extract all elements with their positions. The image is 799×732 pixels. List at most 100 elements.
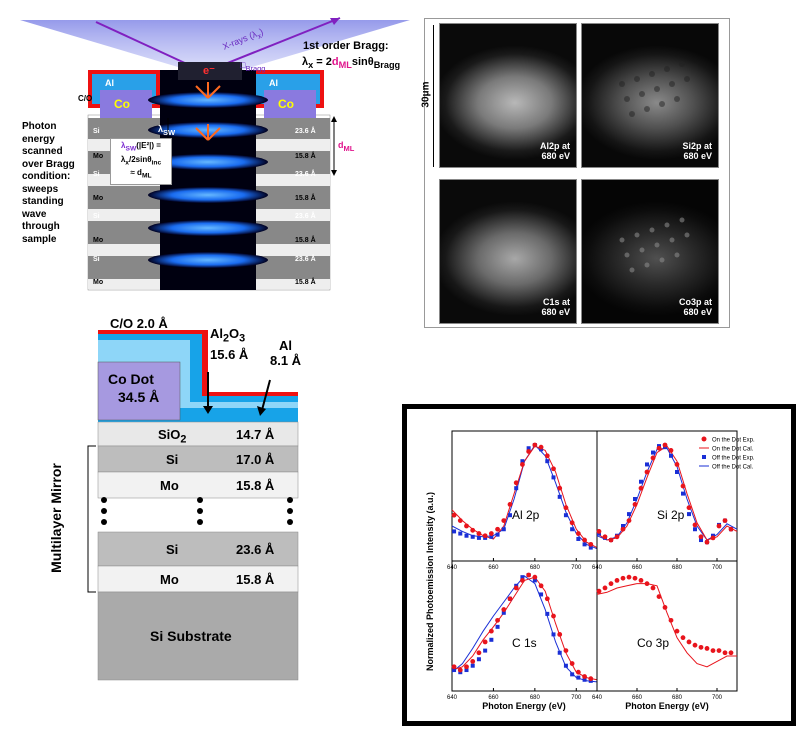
x-tick-label: 680	[672, 565, 683, 571]
on-dot-exp-point	[626, 518, 632, 523]
on-dot-exp-point	[698, 644, 704, 650]
legend-marker-off-exp	[702, 455, 706, 459]
on-dot-exp-point	[602, 585, 608, 591]
off-dot-exp-point	[570, 672, 575, 677]
off-dot-exp-point	[545, 611, 550, 616]
on-dot-exp-point	[488, 628, 494, 634]
subplot-label: Al 2p	[512, 508, 540, 522]
x-tick-label: 660	[632, 695, 643, 701]
on-dot-exp-point	[722, 650, 728, 656]
off-dot-exp-point	[458, 531, 463, 536]
on-dot-exp-point	[620, 575, 626, 581]
on-dot-exp-point	[614, 578, 620, 583]
on-dot-exp-point	[674, 462, 680, 467]
off-dot-exp-point	[699, 538, 703, 543]
subplot-label: Co 3p	[637, 636, 669, 650]
on-dot-exp-point	[686, 505, 692, 511]
si-name-1: Si	[166, 452, 179, 467]
off-dot-exp-point	[639, 479, 643, 484]
on-dot-exp-point	[596, 588, 602, 594]
xray-beam	[20, 20, 410, 78]
on-dot-exp-point	[488, 531, 494, 536]
on-dot-exp-point	[680, 483, 686, 489]
on-dot-exp-point	[507, 596, 513, 602]
on-dot-exp-point	[551, 466, 556, 472]
panel-c-structure: C/O 2.0 Å Al2O3 15.6 Å Al 8.1 Å Co Dot 3…	[40, 310, 320, 730]
on-dot-exp-point	[638, 578, 644, 583]
off-dot-exp-point	[489, 637, 494, 642]
off-dot-exp-point	[627, 512, 631, 517]
multilayer-mirror-label: Multilayer Mirror	[48, 463, 64, 573]
on-dot-exp-point	[451, 664, 457, 670]
on-dot-exp-point	[513, 585, 519, 591]
on-dot-cal-line	[596, 583, 737, 668]
x-tick-label: 660	[632, 565, 643, 571]
mo-thick-1: 15.8 Å	[236, 478, 275, 493]
on-dot-exp-point	[614, 534, 620, 540]
on-dot-exp-point	[544, 596, 550, 602]
on-dot-exp-point	[626, 574, 632, 580]
on-dot-exp-point	[551, 613, 556, 619]
on-dot-exp-point	[620, 526, 626, 532]
on-dot-exp-point	[451, 512, 457, 518]
off-dot-exp-point	[476, 657, 481, 662]
on-dot-exp-point	[588, 541, 594, 547]
panel-a-caption: Photon energy scanned over Bragg conditi…	[22, 121, 75, 245]
electron-label: e⁻	[203, 65, 215, 77]
off-dot-exp-point	[545, 459, 550, 464]
off-dot-exp-point	[645, 462, 649, 467]
off-dot-exp-point	[495, 532, 500, 537]
on-dot-exp-point	[674, 628, 680, 634]
on-dot-exp-point	[608, 581, 614, 587]
on-dot-exp-point	[569, 520, 575, 526]
on-dot-exp-point	[495, 526, 500, 532]
co-right	[264, 90, 316, 118]
al2o3-label: Al2O3 15.6 Å	[210, 326, 249, 362]
on-dot-exp-point	[722, 518, 728, 523]
on-dot-exp-point	[476, 650, 482, 656]
off-dot-exp-point	[576, 536, 581, 541]
on-dot-exp-point	[668, 448, 674, 453]
mo-name-2: Mo	[160, 572, 179, 587]
on-dot-exp-point	[476, 531, 482, 536]
co-left-label: Co	[114, 97, 130, 111]
on-dot-exp-point	[557, 485, 563, 491]
off-dot-exp-point	[557, 494, 562, 499]
x-tick-label: 680	[530, 565, 541, 571]
si-substrate-label: Si Substrate	[150, 628, 232, 644]
on-dot-exp-point	[582, 674, 587, 679]
on-dot-exp-point	[532, 442, 538, 448]
co-dot-label: Co Dot 34.5 Å	[108, 371, 160, 405]
scale-label: 30μm	[420, 81, 432, 108]
lambda-sw-label: λSW	[158, 124, 176, 137]
co-dot	[97, 361, 181, 421]
emission-arrows	[195, 82, 221, 141]
on-dot-exp-point	[710, 648, 716, 653]
on-dot-exp-point	[632, 502, 638, 507]
off-dot-exp-point	[557, 650, 562, 655]
panel-b-images: 30μm Al2p at 680 eV Si2p at 680 eV C1s at 6…	[420, 18, 730, 328]
off-dot-exp-point	[464, 668, 469, 673]
off-dot-exp-point	[470, 534, 475, 539]
on-dot-exp-point	[686, 639, 692, 645]
off-dot-exp-point	[582, 542, 587, 547]
x-tick-label: 680	[530, 695, 541, 701]
legend-label: On the Dot Exp.	[712, 438, 755, 444]
off-dot-cal-line	[596, 447, 738, 541]
on-dot-exp-point	[470, 527, 476, 533]
on-dot-exp-point	[563, 648, 569, 653]
on-dot-exp-point	[728, 526, 734, 532]
on-dot-exp-point	[526, 572, 532, 578]
off-dot-exp-point	[452, 668, 457, 673]
co-oxide-label-c: C/O 2.0 Å	[110, 316, 168, 331]
on-dot-exp-point	[680, 635, 686, 641]
off-dot-exp-point	[576, 675, 581, 680]
image-si2p: Si2p at 680 eV	[581, 23, 719, 168]
on-dot-exp-point	[668, 617, 674, 623]
on-dot-exp-point	[662, 605, 668, 610]
legend-marker-on-exp	[701, 436, 707, 442]
on-dot-exp-point	[704, 646, 710, 651]
d-ml-label: dML	[338, 140, 355, 153]
on-dot-exp-point	[698, 534, 704, 540]
